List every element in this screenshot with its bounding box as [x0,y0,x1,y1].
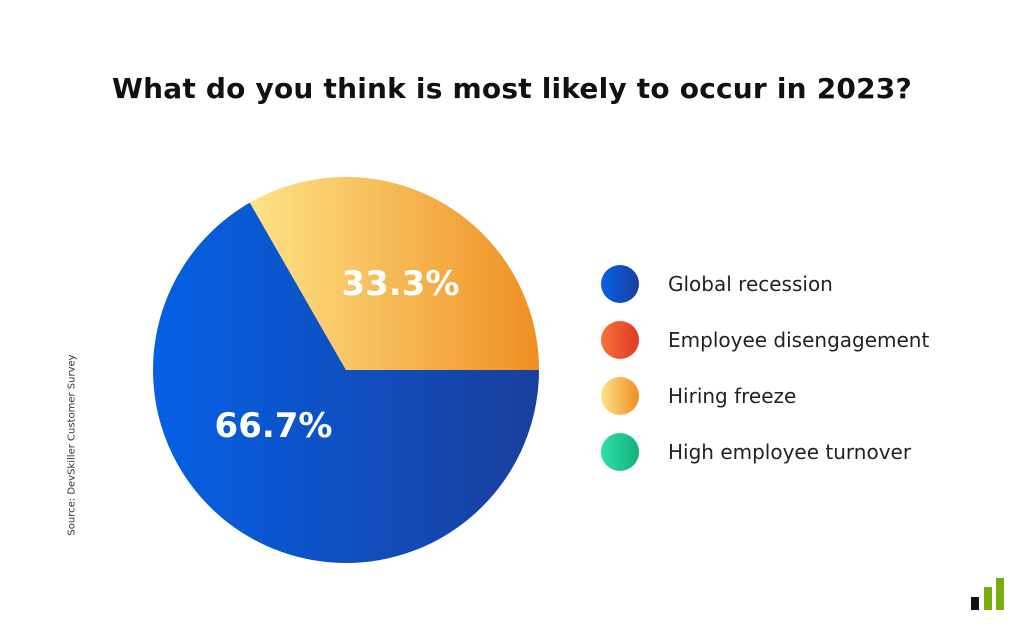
legend-label: Employee disengagement [668,328,930,352]
legend-item: High employee turnover [601,432,911,472]
logo-bar [984,587,992,610]
slice-label: 66.7% [215,406,333,446]
legend-label: Global recession [668,272,833,296]
chart-title: What do you think is most likely to occu… [112,72,912,105]
legend-swatch [601,377,639,415]
legend-label: Hiring freeze [668,384,797,408]
pie-slice-global-recession [152,202,539,564]
legend-label: High employee turnover [668,440,912,464]
legend-item: Employee disengagement [601,320,929,360]
legend-item: Global recession [601,264,833,304]
logo-bar [996,578,1004,610]
source-note: Source: DevSkiller Customer Survey [66,354,78,536]
legend-item: Hiring freeze [601,376,796,416]
legend-swatch [601,265,639,303]
logo-bar [971,597,979,610]
pie-slice-hiring-freeze [249,177,539,370]
legend-swatch [601,433,639,471]
slice-label: 33.3% [341,264,459,304]
legend-swatch [601,321,639,359]
